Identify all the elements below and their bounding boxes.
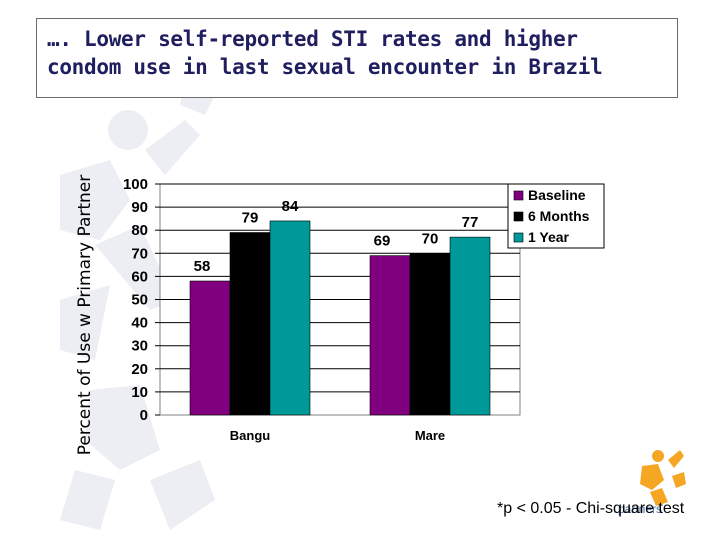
legend-label: 1 Year: [528, 229, 570, 245]
y-tick-label: 70: [131, 245, 148, 262]
data-label: 58: [194, 258, 211, 275]
bar: [409, 253, 451, 416]
footnote: *p < 0.05 - Chi-square test: [497, 500, 685, 517]
legend-swatch: [513, 211, 524, 222]
x-tick-label: Mare: [415, 428, 445, 443]
x-tick-label: Bangu: [230, 428, 271, 443]
y-tick-label: 50: [131, 292, 148, 309]
data-label: 69: [374, 233, 391, 250]
legend-swatch: [513, 232, 524, 243]
y-tick-label: 100: [123, 176, 148, 193]
y-tick-label: 20: [131, 361, 148, 378]
data-label: 84: [282, 198, 299, 215]
title-line-2: condom use in last sexual encounter in B…: [47, 55, 603, 79]
data-label: 70: [422, 230, 439, 247]
logo-text: partners: [618, 502, 663, 516]
y-tick-label: 40: [131, 315, 148, 332]
title-line-1: …. Lower self-reported STI rates and hig…: [47, 27, 578, 51]
y-tick-label: 10: [131, 384, 148, 401]
title-box: …. Lower self-reported STI rates and hig…: [36, 18, 678, 98]
data-label: 79: [242, 210, 259, 227]
bar: [189, 280, 231, 416]
y-tick-label: 30: [131, 338, 148, 355]
y-tick-label: 60: [131, 268, 148, 285]
legend-swatch: [513, 190, 524, 201]
bar: [269, 220, 311, 416]
legend-label: 6 Months: [528, 208, 590, 224]
bar: [229, 232, 271, 416]
bar: [369, 255, 411, 416]
y-tick-label: 80: [131, 222, 148, 239]
bar: [449, 236, 491, 416]
y-tick-label: 90: [131, 199, 148, 216]
partners-logo-icon: [640, 450, 686, 506]
legend: [507, 183, 605, 249]
y-tick-label: 0: [140, 407, 148, 424]
legend-label: Baseline: [528, 187, 586, 203]
data-label: 77: [462, 214, 479, 231]
